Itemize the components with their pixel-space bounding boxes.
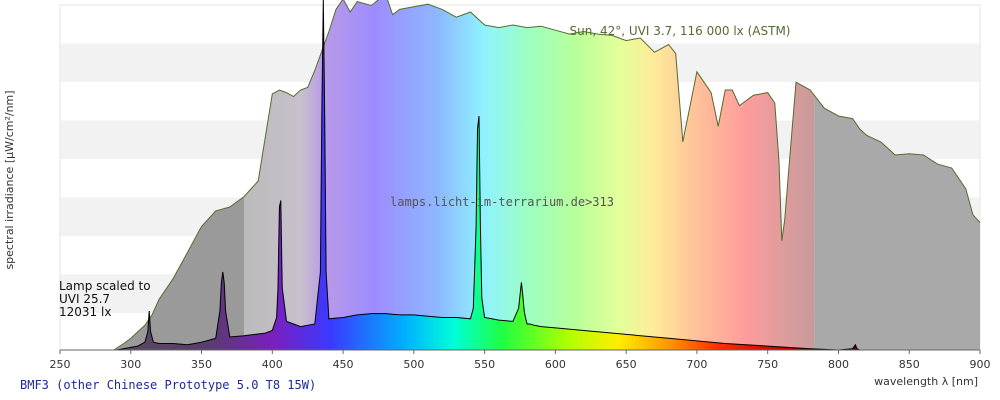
chart-caption: BMF3 (other Chinese Prototype 5.0 T8 15W… — [20, 378, 316, 392]
lamp-note-line-1: Lamp scaled to — [59, 279, 151, 293]
y-axis-label: spectral irradiance [µW/cm²/nm] — [3, 90, 16, 269]
x-tick-label: 650 — [616, 358, 637, 371]
sun-series-label: Sun, 42°, UVI 3.7, 116 000 lx (ASTM) — [570, 24, 791, 38]
x-tick-label: 850 — [899, 358, 920, 371]
x-axis-ticks: 250 300 350 400 450 500 550 600 650 700 750 800 850 9… — [50, 350, 991, 371]
sun-spectrum-line — [113, 0, 981, 351]
x-tick-label: 600 — [545, 358, 566, 371]
x-tick-label: 400 — [262, 358, 283, 371]
x-tick-label: 500 — [403, 358, 424, 371]
lamp-note-line-2: UVI 25.7 — [59, 292, 110, 306]
x-tick-label: 700 — [686, 358, 707, 371]
x-axis-label: wavelength λ [nm] — [874, 375, 978, 388]
x-tick-label: 350 — [191, 358, 212, 371]
x-tick-label: 250 — [50, 358, 71, 371]
x-tick-label: 750 — [757, 358, 778, 371]
sun-area-infrared — [814, 95, 980, 350]
x-tick-label: 900 — [970, 358, 991, 371]
sun-area-visible — [244, 0, 815, 350]
x-tick-label: 300 — [120, 358, 141, 371]
sun-area-uv — [113, 196, 244, 350]
lamp-spectrum-line — [60, 0, 881, 351]
watermark: lamps.licht-im-terrarium.de>313 — [390, 195, 614, 209]
x-tick-label: 450 — [333, 358, 354, 371]
lamp-note-line-3: 12031 lx — [59, 305, 111, 319]
x-tick-label: 800 — [828, 358, 849, 371]
x-tick-label: 550 — [474, 358, 495, 371]
